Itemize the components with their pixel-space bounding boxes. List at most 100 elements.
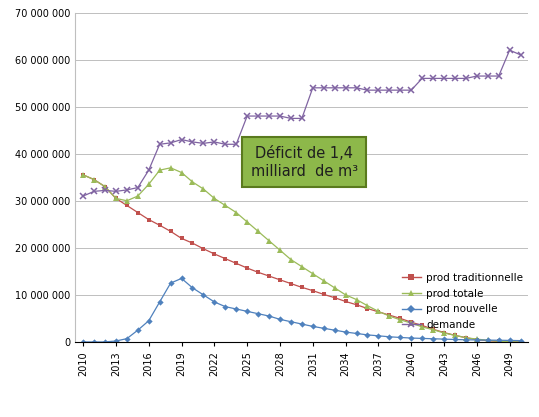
prod nouvelle <box>408 336 414 341</box>
prod traditionnelle <box>507 339 513 344</box>
prod totale <box>485 338 491 343</box>
prod totale <box>375 309 382 314</box>
prod nouvelle <box>255 311 261 316</box>
demande <box>288 116 294 121</box>
prod nouvelle <box>266 314 272 319</box>
prod totale <box>386 314 392 319</box>
prod traditionnelle <box>331 295 338 300</box>
demande <box>102 188 108 193</box>
demande <box>168 141 174 146</box>
prod totale <box>123 198 130 203</box>
prod totale <box>233 210 239 215</box>
prod nouvelle <box>474 337 480 342</box>
prod totale <box>135 193 141 198</box>
demande <box>462 76 469 81</box>
prod totale <box>309 271 316 276</box>
prod totale <box>419 324 425 329</box>
demande <box>408 88 414 93</box>
prod traditionnelle <box>211 251 218 256</box>
prod totale <box>321 278 327 283</box>
prod traditionnelle <box>364 306 371 311</box>
demande <box>91 189 97 194</box>
prod traditionnelle <box>408 320 414 325</box>
demande <box>113 189 119 194</box>
prod traditionnelle <box>397 316 404 321</box>
prod nouvelle <box>113 339 119 344</box>
demande <box>277 113 283 118</box>
prod totale <box>113 196 119 201</box>
prod traditionnelle <box>386 313 392 318</box>
prod traditionnelle <box>222 256 229 261</box>
demande <box>517 53 524 58</box>
prod traditionnelle <box>474 337 480 342</box>
prod traditionnelle <box>178 236 185 241</box>
prod nouvelle <box>441 337 447 342</box>
prod nouvelle <box>397 335 404 340</box>
prod traditionnelle <box>299 285 305 290</box>
demande <box>507 48 513 53</box>
prod traditionnelle <box>375 309 382 314</box>
prod totale <box>222 203 229 208</box>
demande <box>309 85 316 90</box>
prod totale <box>462 335 469 340</box>
prod nouvelle <box>331 328 338 333</box>
demande <box>80 193 86 198</box>
Line: prod nouvelle: prod nouvelle <box>81 276 523 344</box>
demande <box>495 73 502 78</box>
prod traditionnelle <box>441 330 447 335</box>
prod traditionnelle <box>123 203 130 208</box>
prod traditionnelle <box>156 223 163 228</box>
demande <box>386 88 392 93</box>
prod totale <box>353 297 360 302</box>
prod totale <box>288 257 294 262</box>
prod nouvelle <box>462 337 469 342</box>
Line: prod traditionnelle: prod traditionnelle <box>81 173 523 344</box>
prod traditionnelle <box>233 261 239 266</box>
prod nouvelle <box>517 338 524 343</box>
prod traditionnelle <box>266 274 272 279</box>
prod traditionnelle <box>495 339 502 344</box>
demande <box>156 142 163 147</box>
prod nouvelle <box>222 304 229 309</box>
prod totale <box>441 331 447 336</box>
prod nouvelle <box>375 333 382 338</box>
prod traditionnelle <box>200 246 206 251</box>
prod traditionnelle <box>430 327 436 332</box>
prod nouvelle <box>211 299 218 304</box>
prod totale <box>342 292 349 297</box>
demande <box>266 113 272 118</box>
demande <box>189 139 196 144</box>
prod traditionnelle <box>189 241 196 246</box>
prod nouvelle <box>91 339 97 344</box>
prod totale <box>102 184 108 189</box>
demande <box>353 85 360 90</box>
demande <box>255 113 261 118</box>
prod totale <box>266 238 272 243</box>
prod nouvelle <box>102 339 108 344</box>
Legend: prod traditionnelle, prod totale, prod nouvelle, demande: prod traditionnelle, prod totale, prod n… <box>402 273 523 330</box>
prod traditionnelle <box>342 299 349 304</box>
demande <box>430 76 436 81</box>
prod totale <box>452 333 458 338</box>
demande <box>178 137 185 142</box>
prod totale <box>211 196 218 201</box>
prod nouvelle <box>80 339 86 344</box>
prod totale <box>397 317 404 322</box>
prod nouvelle <box>123 336 130 341</box>
prod traditionnelle <box>146 217 152 222</box>
prod nouvelle <box>430 336 436 341</box>
demande <box>146 168 152 173</box>
prod totale <box>507 339 513 344</box>
prod traditionnelle <box>321 292 327 297</box>
prod nouvelle <box>419 336 425 341</box>
prod nouvelle <box>364 332 371 337</box>
demande <box>342 85 349 90</box>
prod nouvelle <box>233 306 239 311</box>
Text: Déficit de 1,4
milliard  de m³: Déficit de 1,4 milliard de m³ <box>251 146 358 178</box>
prod totale <box>91 177 97 182</box>
prod traditionnelle <box>255 270 261 275</box>
prod totale <box>168 165 174 170</box>
prod nouvelle <box>277 317 283 322</box>
prod totale <box>189 179 196 184</box>
demande <box>364 88 371 93</box>
